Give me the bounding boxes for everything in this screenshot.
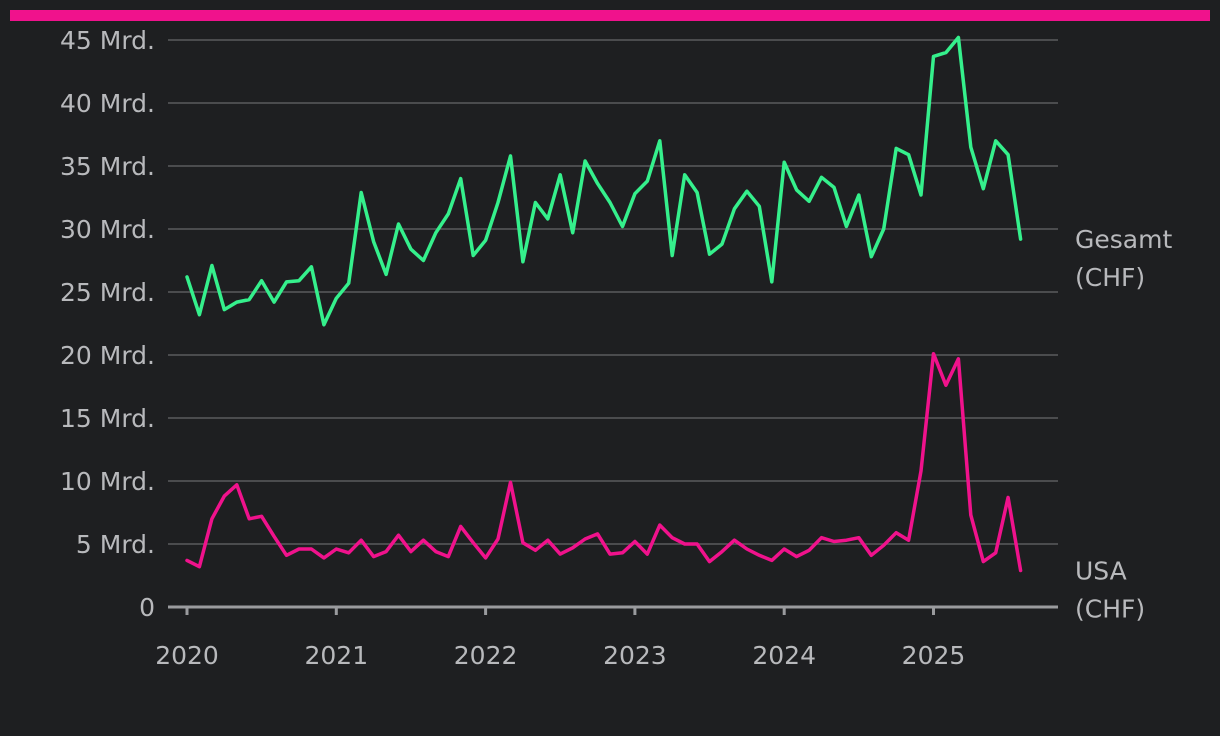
x-axis: 2020 2021 2022 2023 2024 2025 (155, 605, 1058, 670)
y-tick-label: 45 Mrd. (60, 26, 155, 55)
y-tick-label: 25 Mrd. (60, 278, 155, 307)
x-tick-label: 2023 (603, 641, 667, 670)
y-tick-label: 35 Mrd. (60, 152, 155, 181)
x-tick-label: 2021 (304, 641, 368, 670)
x-tick-label: 2025 (902, 641, 966, 670)
series-labels: Gesamt (CHF) USA (CHF) (1075, 225, 1172, 623)
y-axis-tick-labels: 0 5 Mrd. 10 Mrd. 15 Mrd. 20 Mrd. 25 Mrd. 30 Mr… (60, 26, 155, 622)
x-tick-label: 2022 (454, 641, 518, 670)
y-tick-label: 15 Mrd. (60, 404, 155, 433)
series-label-line: (CHF) (1075, 594, 1145, 623)
x-tick-label: 2024 (752, 641, 816, 670)
series-label-line: (CHF) (1075, 263, 1145, 292)
series-lines (185, 35, 1023, 573)
y-tick-label: 20 Mrd. (60, 341, 155, 370)
series-line-gesamt (185, 35, 1023, 327)
y-tick-label: 40 Mrd. (60, 89, 155, 118)
series-label-usa: USA (CHF) (1075, 556, 1145, 623)
y-tick-label: 10 Mrd. (60, 467, 155, 496)
y-tick-label: 30 Mrd. (60, 215, 155, 244)
accent-bar (10, 10, 1210, 21)
series-label-gesamt: Gesamt (CHF) (1075, 225, 1172, 292)
series-label-line: Gesamt (1075, 225, 1172, 254)
series-label-line: USA (1075, 556, 1127, 585)
series-line-usa (185, 351, 1023, 573)
x-tick-label: 2020 (155, 641, 219, 670)
y-tick-label: 5 Mrd. (76, 530, 155, 559)
y-tick-label: 0 (139, 593, 155, 622)
